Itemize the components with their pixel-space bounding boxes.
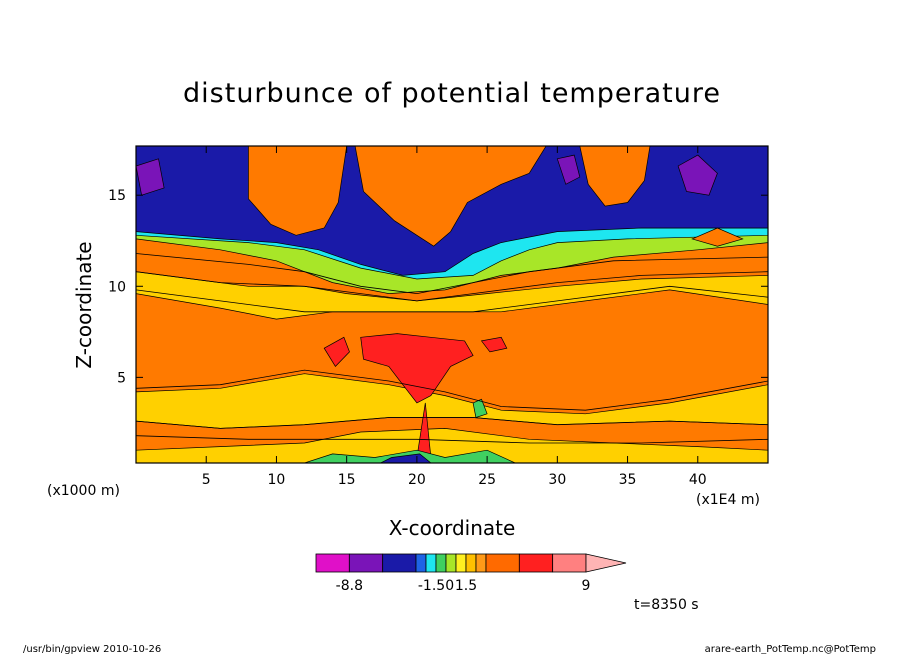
colorbar-segment-9	[475, 553, 487, 573]
colorbar-segment-10	[485, 553, 520, 573]
plot-area	[136, 146, 768, 463]
x-tick-label: 15	[338, 472, 356, 488]
colorbar-segment-3	[415, 553, 427, 573]
colorbar-segment-11	[518, 553, 554, 573]
field-region-7	[354, 146, 547, 247]
x-axis: 5 10 15 20 25 30 35 40	[202, 146, 707, 488]
colorbar-tick-label: -1.50	[418, 578, 454, 594]
field-region-12	[556, 154, 581, 185]
field-region-6	[248, 146, 348, 236]
contour-line-0	[136, 285, 768, 313]
chart-title: disturbunce of potential temperature	[183, 78, 721, 109]
contour-line-1	[136, 271, 768, 302]
colorbar-segment-6	[445, 553, 457, 573]
footer-left: /usr/bin/gpview 2010-10-26	[23, 644, 161, 654]
x-axis-label: X-coordinate	[389, 516, 516, 540]
colorbar-segment-8	[465, 553, 477, 573]
contour-lines	[136, 253, 768, 444]
x-tick-label: 40	[689, 472, 707, 488]
x-tick-label: 10	[268, 472, 286, 488]
colorbar-labels: -8.8 -1.50 1.5 9	[336, 578, 591, 594]
plot-frame	[135, 145, 769, 464]
contour-line-4	[136, 417, 768, 429]
y-axis-label: Z-coordinate	[72, 241, 96, 368]
colorbar-segment-0	[315, 553, 350, 573]
field-region-20	[380, 453, 432, 463]
colorbar-overflow-arrow	[585, 553, 627, 573]
contour-line-2	[136, 253, 768, 295]
colorbar-segment-12	[552, 553, 587, 573]
field-region-11	[677, 154, 718, 196]
x-unit-left: (x1000 m)	[47, 483, 120, 499]
field-region-13	[323, 336, 350, 367]
x-tick-label: 35	[619, 472, 637, 488]
field-region-9	[691, 227, 744, 247]
contour-line-3	[136, 369, 768, 411]
colorbar-segment-4	[425, 553, 437, 573]
time-label: t=8350 s	[634, 597, 699, 613]
y-axis: 5 10 15	[108, 188, 768, 386]
field-region-10	[136, 158, 165, 196]
colorbar-tick-label: 9	[582, 578, 591, 594]
contour-line-5	[136, 435, 768, 444]
y-tick-label: 5	[117, 370, 126, 386]
x-tick-label: 5	[202, 472, 211, 488]
colorbar-segment-7	[455, 553, 467, 573]
colorbar-segment-5	[435, 553, 447, 573]
footer-right: arare-earth_PotTemp.nc@PotTemp	[705, 644, 876, 654]
colorbar	[315, 553, 627, 573]
colorbar-segment-1	[348, 553, 384, 573]
y-tick-label: 10	[108, 279, 126, 295]
colorbar-segment-2	[382, 553, 417, 573]
x-tick-label: 20	[408, 472, 426, 488]
colorbar-tick-label: -8.8	[336, 578, 363, 594]
y-tick-label: 15	[108, 188, 126, 204]
x-unit-right: (x1E4 m)	[696, 492, 760, 508]
colorbar-tick-label: 1.5	[455, 578, 477, 594]
field-region-8	[579, 146, 651, 207]
field-region-14	[360, 333, 474, 404]
field-region-15	[480, 336, 508, 353]
x-tick-label: 30	[548, 472, 566, 488]
x-tick-label: 25	[478, 472, 496, 488]
